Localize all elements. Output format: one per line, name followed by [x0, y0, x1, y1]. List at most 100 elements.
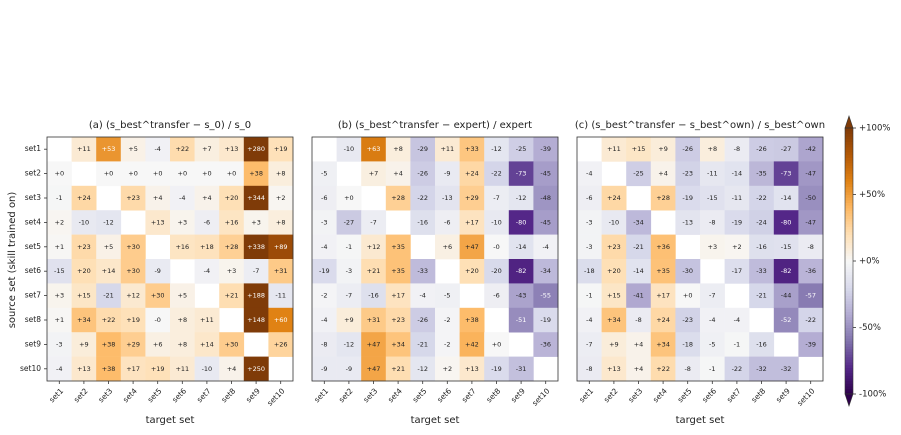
heatmap-cell: [96, 137, 122, 162]
cell-label: +21: [225, 292, 239, 300]
heatmap-cell: [71, 283, 97, 309]
cell-label: -10: [609, 218, 620, 226]
cell-label: +33: [465, 145, 479, 153]
y-tick-label: set2: [25, 169, 41, 178]
cell-label: -27: [781, 145, 792, 153]
heatmap-cell: [577, 185, 602, 211]
x-tick-label: set6: [170, 386, 188, 404]
heatmap-cell: [47, 307, 72, 333]
cell-label: -8: [586, 365, 592, 373]
heatmap-cell: [675, 259, 701, 284]
heatmap-cell: [336, 234, 362, 260]
heatmap-cell: [601, 137, 627, 162]
cell-label: +31: [367, 316, 381, 324]
heatmap-cell: [312, 332, 337, 357]
colorbar-step: [845, 135, 853, 140]
colorbar-step: [845, 205, 853, 209]
heatmap-cell: [71, 234, 97, 260]
heatmap-cell: [508, 356, 534, 382]
x-tick-label: set1: [577, 386, 595, 404]
heatmap-cell: [410, 210, 436, 235]
heatmap-cell: [243, 307, 269, 333]
heatmap-cell: [700, 307, 725, 333]
heatmap-cell: [508, 161, 534, 187]
heatmap-cell: [601, 234, 627, 260]
cell-label: +21: [391, 365, 405, 373]
heatmap-cell: [219, 332, 245, 357]
heatmap-cell: [773, 185, 799, 211]
heatmap-cell: [577, 161, 602, 187]
colorbar-step: [845, 367, 853, 371]
colorbar-tick-label: -50%: [859, 323, 881, 333]
cell-label: +38: [249, 170, 263, 178]
cell-label: -45: [540, 218, 551, 226]
cell-label: -10: [202, 365, 213, 373]
heatmap-cell: [170, 283, 195, 309]
cell-label: -9: [321, 365, 327, 373]
heatmap-cell: [508, 259, 534, 284]
colorbar-step: [845, 231, 853, 235]
heatmap-cell: [650, 161, 676, 187]
x-tick-label: set1: [312, 386, 330, 404]
heatmap-cell: [626, 137, 652, 162]
cell-label: -9: [346, 365, 352, 373]
x-tick-label: set2: [337, 386, 355, 404]
heatmap-cell: [243, 161, 269, 187]
heatmap-cell: [484, 259, 510, 284]
cell-label: -73: [516, 170, 527, 178]
cell-label: -25: [633, 170, 644, 178]
heatmap-cell: [798, 234, 824, 260]
cell-label: -19: [732, 218, 743, 226]
heatmap-cell: [749, 234, 775, 260]
cell-label: -48: [540, 194, 551, 202]
cell-label: +35: [656, 267, 670, 275]
cell-label: -12: [344, 340, 355, 348]
cell-label: +4: [227, 365, 237, 373]
heatmap-cell: [312, 161, 337, 187]
heatmap-cell: [268, 283, 294, 309]
cell-label: +38: [102, 365, 116, 373]
x-tick-label: set8: [749, 386, 767, 404]
heatmap-cell: [773, 234, 799, 260]
heatmap-cell: [650, 332, 676, 357]
colorbar-step: [845, 279, 853, 283]
heatmap-cell: [410, 161, 436, 187]
heatmap-cell: [626, 210, 652, 235]
cell-label: -39: [540, 145, 551, 153]
heatmap-cell: [194, 307, 220, 333]
heatmap-cell: [675, 332, 701, 357]
cell-label: +11: [200, 316, 214, 324]
heatmap-cell: [601, 259, 627, 284]
cell-label: +0: [492, 340, 502, 348]
heatmap-cell: [268, 332, 294, 357]
heatmap-cell: [312, 185, 337, 211]
cell-label: +344: [247, 194, 265, 202]
x-tick-label: set3: [626, 386, 644, 404]
heatmap-cell: [577, 356, 602, 382]
colorbar-step: [845, 356, 853, 360]
colorbar-step: [845, 332, 853, 336]
cell-label: +22: [175, 145, 189, 153]
cell-label: +9: [658, 145, 668, 153]
heatmap-cell: [361, 234, 387, 260]
colorbar-tick-label: +100%: [859, 124, 890, 134]
heatmap-cell: [194, 161, 220, 187]
cell-label: -7: [346, 292, 352, 300]
cell-label: +250: [247, 365, 265, 373]
cell-label: -18: [682, 340, 693, 348]
x-tick-label: set8: [219, 386, 237, 404]
colorbar-step: [845, 322, 853, 326]
cell-label: +8: [178, 340, 188, 348]
x-tick-label: set7: [460, 386, 478, 404]
colorbar-step: [845, 242, 853, 246]
heatmap-cell: [385, 332, 411, 357]
x-tick-label: set5: [146, 386, 164, 404]
colorbar-step: [845, 359, 853, 363]
cell-label: -14: [633, 267, 644, 275]
colorbar-step: [845, 290, 853, 294]
colorbar-step: [845, 338, 853, 342]
heatmap-cell: [410, 356, 436, 382]
cell-label: +35: [391, 267, 405, 275]
heatmap-cell: [724, 185, 750, 211]
